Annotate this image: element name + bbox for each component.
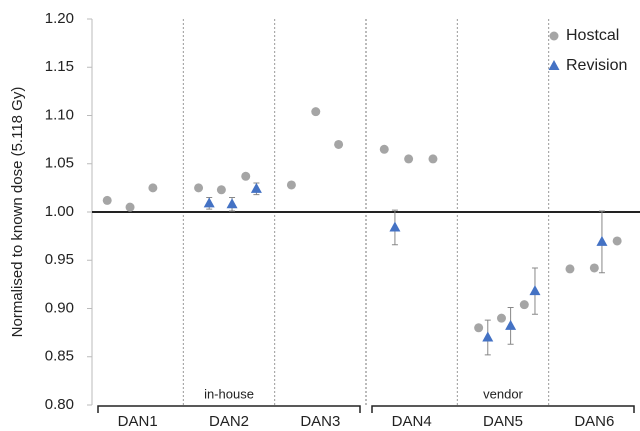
data-point bbox=[226, 198, 238, 209]
group-bracket bbox=[97, 405, 361, 413]
y-tick-label: 0.85 bbox=[45, 348, 74, 365]
data-point bbox=[241, 171, 251, 181]
data-point bbox=[474, 323, 484, 333]
y-tick-label: 1.15 bbox=[45, 58, 74, 75]
group-label: vendor bbox=[483, 386, 523, 401]
data-point bbox=[102, 195, 112, 205]
data-point bbox=[250, 182, 262, 193]
y-tick-label: 1.05 bbox=[45, 155, 74, 172]
data-point bbox=[125, 202, 135, 212]
data-point bbox=[482, 331, 494, 342]
legend-marker bbox=[549, 31, 559, 41]
data-point bbox=[519, 300, 529, 310]
data-point bbox=[311, 107, 321, 117]
legend-label: Revision bbox=[566, 57, 627, 74]
data-point bbox=[589, 263, 599, 273]
category-label: DAN5 bbox=[483, 413, 523, 430]
y-tick-label: 1.20 bbox=[45, 10, 74, 27]
data-point bbox=[148, 183, 158, 193]
category-label: DAN6 bbox=[574, 413, 614, 430]
data-point bbox=[596, 235, 608, 246]
data-point bbox=[505, 319, 517, 330]
data-point bbox=[216, 185, 226, 195]
data-point bbox=[612, 236, 622, 246]
data-point bbox=[529, 285, 541, 296]
category-label: DAN1 bbox=[118, 413, 158, 430]
category-label: DAN4 bbox=[392, 413, 432, 430]
y-tick-label: 0.90 bbox=[45, 299, 74, 316]
data-point bbox=[404, 154, 414, 164]
data-point bbox=[428, 154, 438, 164]
y-tick-label: 1.10 bbox=[45, 106, 74, 123]
data-point bbox=[286, 180, 296, 190]
group-label: in-house bbox=[204, 386, 254, 401]
data-point bbox=[389, 221, 401, 232]
y-tick-label: 0.95 bbox=[45, 251, 74, 268]
data-point bbox=[194, 183, 204, 193]
data-point bbox=[496, 313, 506, 323]
y-tick-label: 0.80 bbox=[45, 396, 74, 413]
data-point bbox=[334, 139, 344, 149]
legend-marker bbox=[548, 60, 560, 70]
y-tick-label: 1.00 bbox=[45, 203, 74, 220]
legend-label: Hostcal bbox=[566, 27, 619, 44]
data-point bbox=[565, 264, 575, 274]
category-label: DAN3 bbox=[300, 413, 340, 430]
category-label: DAN2 bbox=[209, 413, 249, 430]
data-point bbox=[203, 197, 215, 208]
group-bracket bbox=[371, 405, 635, 413]
data-point bbox=[379, 144, 389, 154]
y-axis-title: Normalised to known dose (5.118 Gy) bbox=[9, 87, 26, 338]
